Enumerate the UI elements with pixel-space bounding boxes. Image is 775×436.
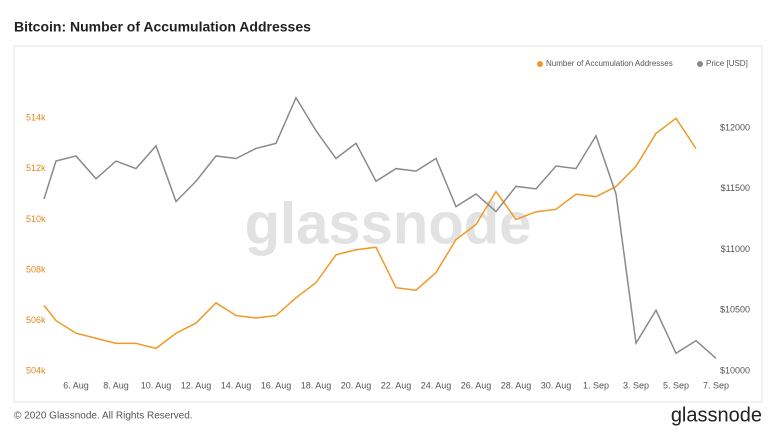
legend-label: Price [USD] — [706, 59, 748, 68]
y-tick-label: 514k — [26, 113, 46, 123]
y-tick-label: 506k — [26, 315, 46, 325]
y-tick-label: 510k — [26, 214, 46, 224]
x-tick-label: 22. Aug — [381, 380, 412, 390]
x-tick-label: 18. Aug — [301, 380, 332, 390]
y2-tick-label: $10000 — [720, 365, 750, 375]
x-tick-label: 20. Aug — [341, 380, 372, 390]
x-tick-label: 30. Aug — [541, 380, 572, 390]
panel — [13, 45, 763, 403]
x-tick-label: 1. Sep — [583, 380, 609, 390]
legend-marker — [537, 61, 543, 67]
x-tick-label: 16. Aug — [261, 380, 292, 390]
x-tick-label: 3. Sep — [623, 380, 649, 390]
footer: © 2020 Glassnode. All Rights Reserved. — [14, 411, 193, 422]
y2-tick-label: $11000 — [721, 244, 750, 254]
x-tick-label: 5. Sep — [663, 380, 689, 390]
logo: glassnode — [671, 404, 762, 426]
x-tick-label: 6. Aug — [63, 380, 89, 390]
watermark: glassnode — [245, 191, 532, 256]
line — [43, 117, 697, 350]
x-tick-label: 28. Aug — [501, 380, 532, 390]
x-tick-label: 24. Aug — [421, 380, 452, 390]
y2-tick-label: $11500 — [721, 183, 750, 193]
x-tick-label: 10. Aug — [141, 380, 172, 390]
y-tick-label: 512k — [26, 163, 46, 173]
x-tick-label: 26. Aug — [461, 380, 492, 390]
x-tick-label: 7. Sep — [703, 380, 729, 390]
line — [43, 96, 717, 359]
legend-label: Number of Accumulation Addresses — [546, 59, 673, 68]
y-tick-label: 504k — [26, 366, 46, 376]
y2-tick-label: $12000 — [720, 122, 750, 132]
y2-tick-label: $10500 — [720, 305, 750, 315]
chart-title: Bitcoin: Number of Accumulation Addresse… — [14, 19, 311, 35]
x-tick-label: 8. Aug — [103, 380, 129, 390]
y-tick-label: 508k — [26, 264, 46, 274]
x-tick-label: 14. Aug — [221, 380, 252, 390]
legend-marker — [697, 61, 703, 67]
x-tick-label: 12. Aug — [181, 380, 212, 390]
